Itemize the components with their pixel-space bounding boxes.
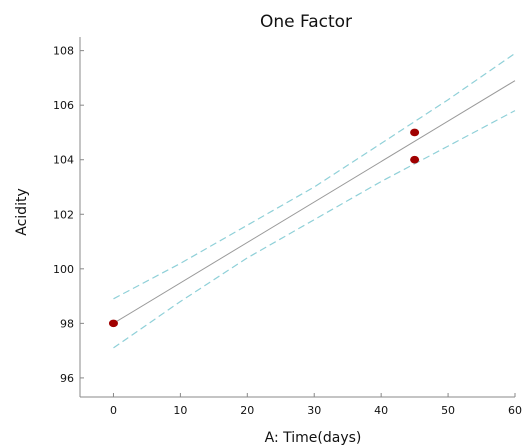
y-tick-label: 106 <box>53 99 74 112</box>
x-tick-label: 0 <box>110 404 117 417</box>
x-axis-label: A: Time(days) <box>265 430 362 446</box>
data-point <box>410 155 420 164</box>
fit-line-group <box>113 80 516 324</box>
x-tick-label: 50 <box>441 404 455 417</box>
y-tick-label: 108 <box>53 45 74 58</box>
fit-line <box>113 80 516 324</box>
x-tick-label: 20 <box>240 404 254 417</box>
y-tick-label: 100 <box>53 263 74 276</box>
data-point <box>410 128 420 137</box>
y-tick-label: 98 <box>60 317 74 330</box>
y-tick-label: 96 <box>60 372 74 385</box>
y-axis-label: Acidity <box>14 188 30 235</box>
x-tick-label: 60 <box>508 404 522 417</box>
data-points <box>108 128 420 328</box>
axes: 96 98 100 102 104 106 108 0 10 20 30 40 50 60 <box>53 37 522 417</box>
data-point <box>108 319 118 328</box>
x-tick-label: 30 <box>307 404 321 417</box>
lower-confidence-band <box>113 110 516 349</box>
y-tick-label: 104 <box>53 154 74 167</box>
x-tick-label: 10 <box>173 404 187 417</box>
chart-title: One Factor <box>260 12 352 32</box>
upper-confidence-band <box>113 52 516 300</box>
confidence-bands <box>113 52 516 349</box>
y-tick-label: 102 <box>53 208 74 221</box>
x-tick-label: 40 <box>374 404 388 417</box>
